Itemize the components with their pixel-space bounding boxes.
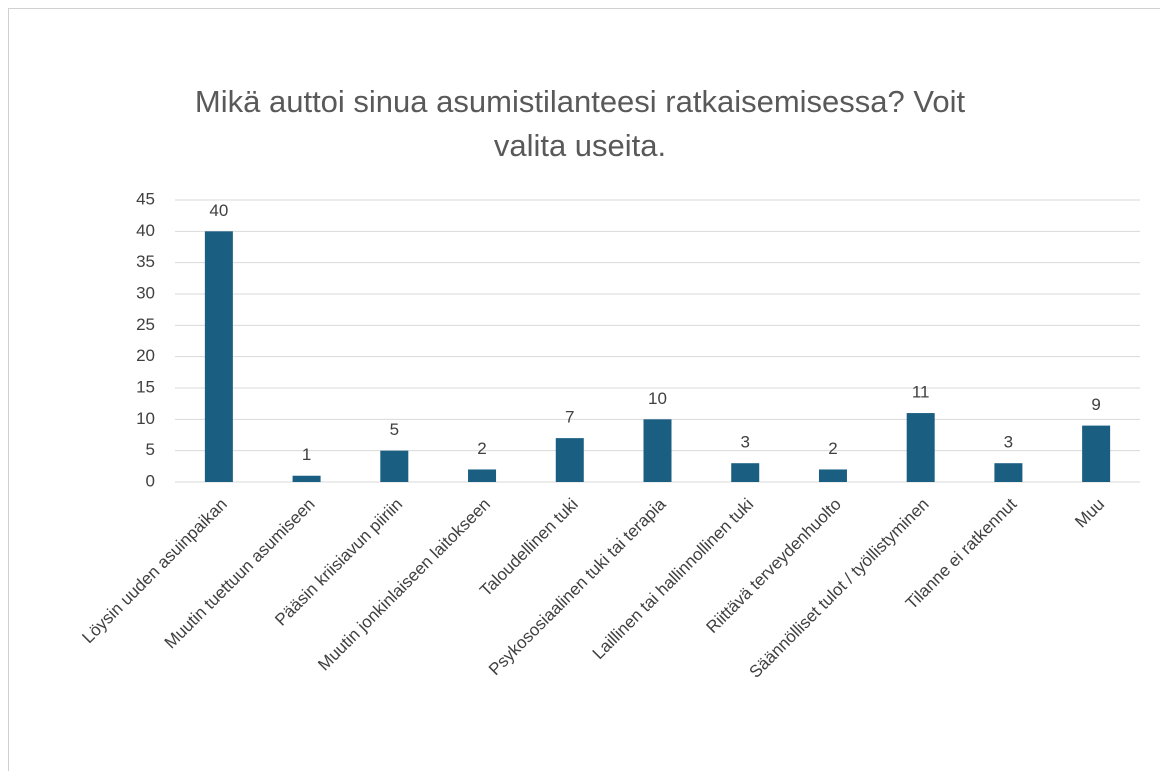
y-tick-label: 5 [146,440,155,459]
x-tick-label: Säännölliset tulot / työllistyminen [746,495,933,682]
value-label: 1 [302,445,311,464]
value-label: 7 [565,408,574,427]
y-tick-label: 45 [136,189,155,208]
bar [204,231,233,482]
value-label: 5 [390,420,399,439]
value-label: 2 [828,439,837,458]
x-tick-label: Muutin tuettuun asumiseen [161,495,319,653]
y-tick-label: 25 [136,315,155,334]
value-label: 3 [1004,433,1013,452]
y-tick-label: 20 [136,346,155,365]
bar [731,463,760,482]
bar [380,450,409,482]
y-tick-label: 10 [136,409,155,428]
y-tick-label: 30 [136,283,155,302]
bar [818,469,847,482]
chart-frame [8,8,1160,771]
x-tick-label: Muutin jonkinlaiseen laitokseen [314,495,494,675]
bar [468,469,497,482]
y-tick-label: 15 [136,377,155,396]
y-tick-label: 0 [146,471,155,490]
bar [906,413,935,482]
y-tick-label: 40 [136,221,155,240]
x-tick-label: Laillinen tai hallinnollinen tuki [589,495,757,663]
bar [292,475,321,482]
value-label: 2 [477,439,486,458]
bar [994,463,1023,482]
bar [643,419,672,482]
bar [1082,425,1111,482]
x-tick-label: Löysin uuden asuinpaikan [78,495,230,647]
value-label: 10 [648,389,667,408]
chart-title: Mikä auttoi sinua asumistilanteesi ratka… [194,84,966,163]
bar [555,438,584,482]
value-label: 11 [912,383,930,402]
y-tick-label: 35 [136,252,155,271]
x-tick-label: Muu [1071,495,1108,532]
value-label: 9 [1091,395,1100,414]
value-label: 3 [740,433,749,452]
value-label: 40 [209,201,228,220]
x-tick-label: Psykososiaalinen tuki tai terapia [485,494,670,679]
